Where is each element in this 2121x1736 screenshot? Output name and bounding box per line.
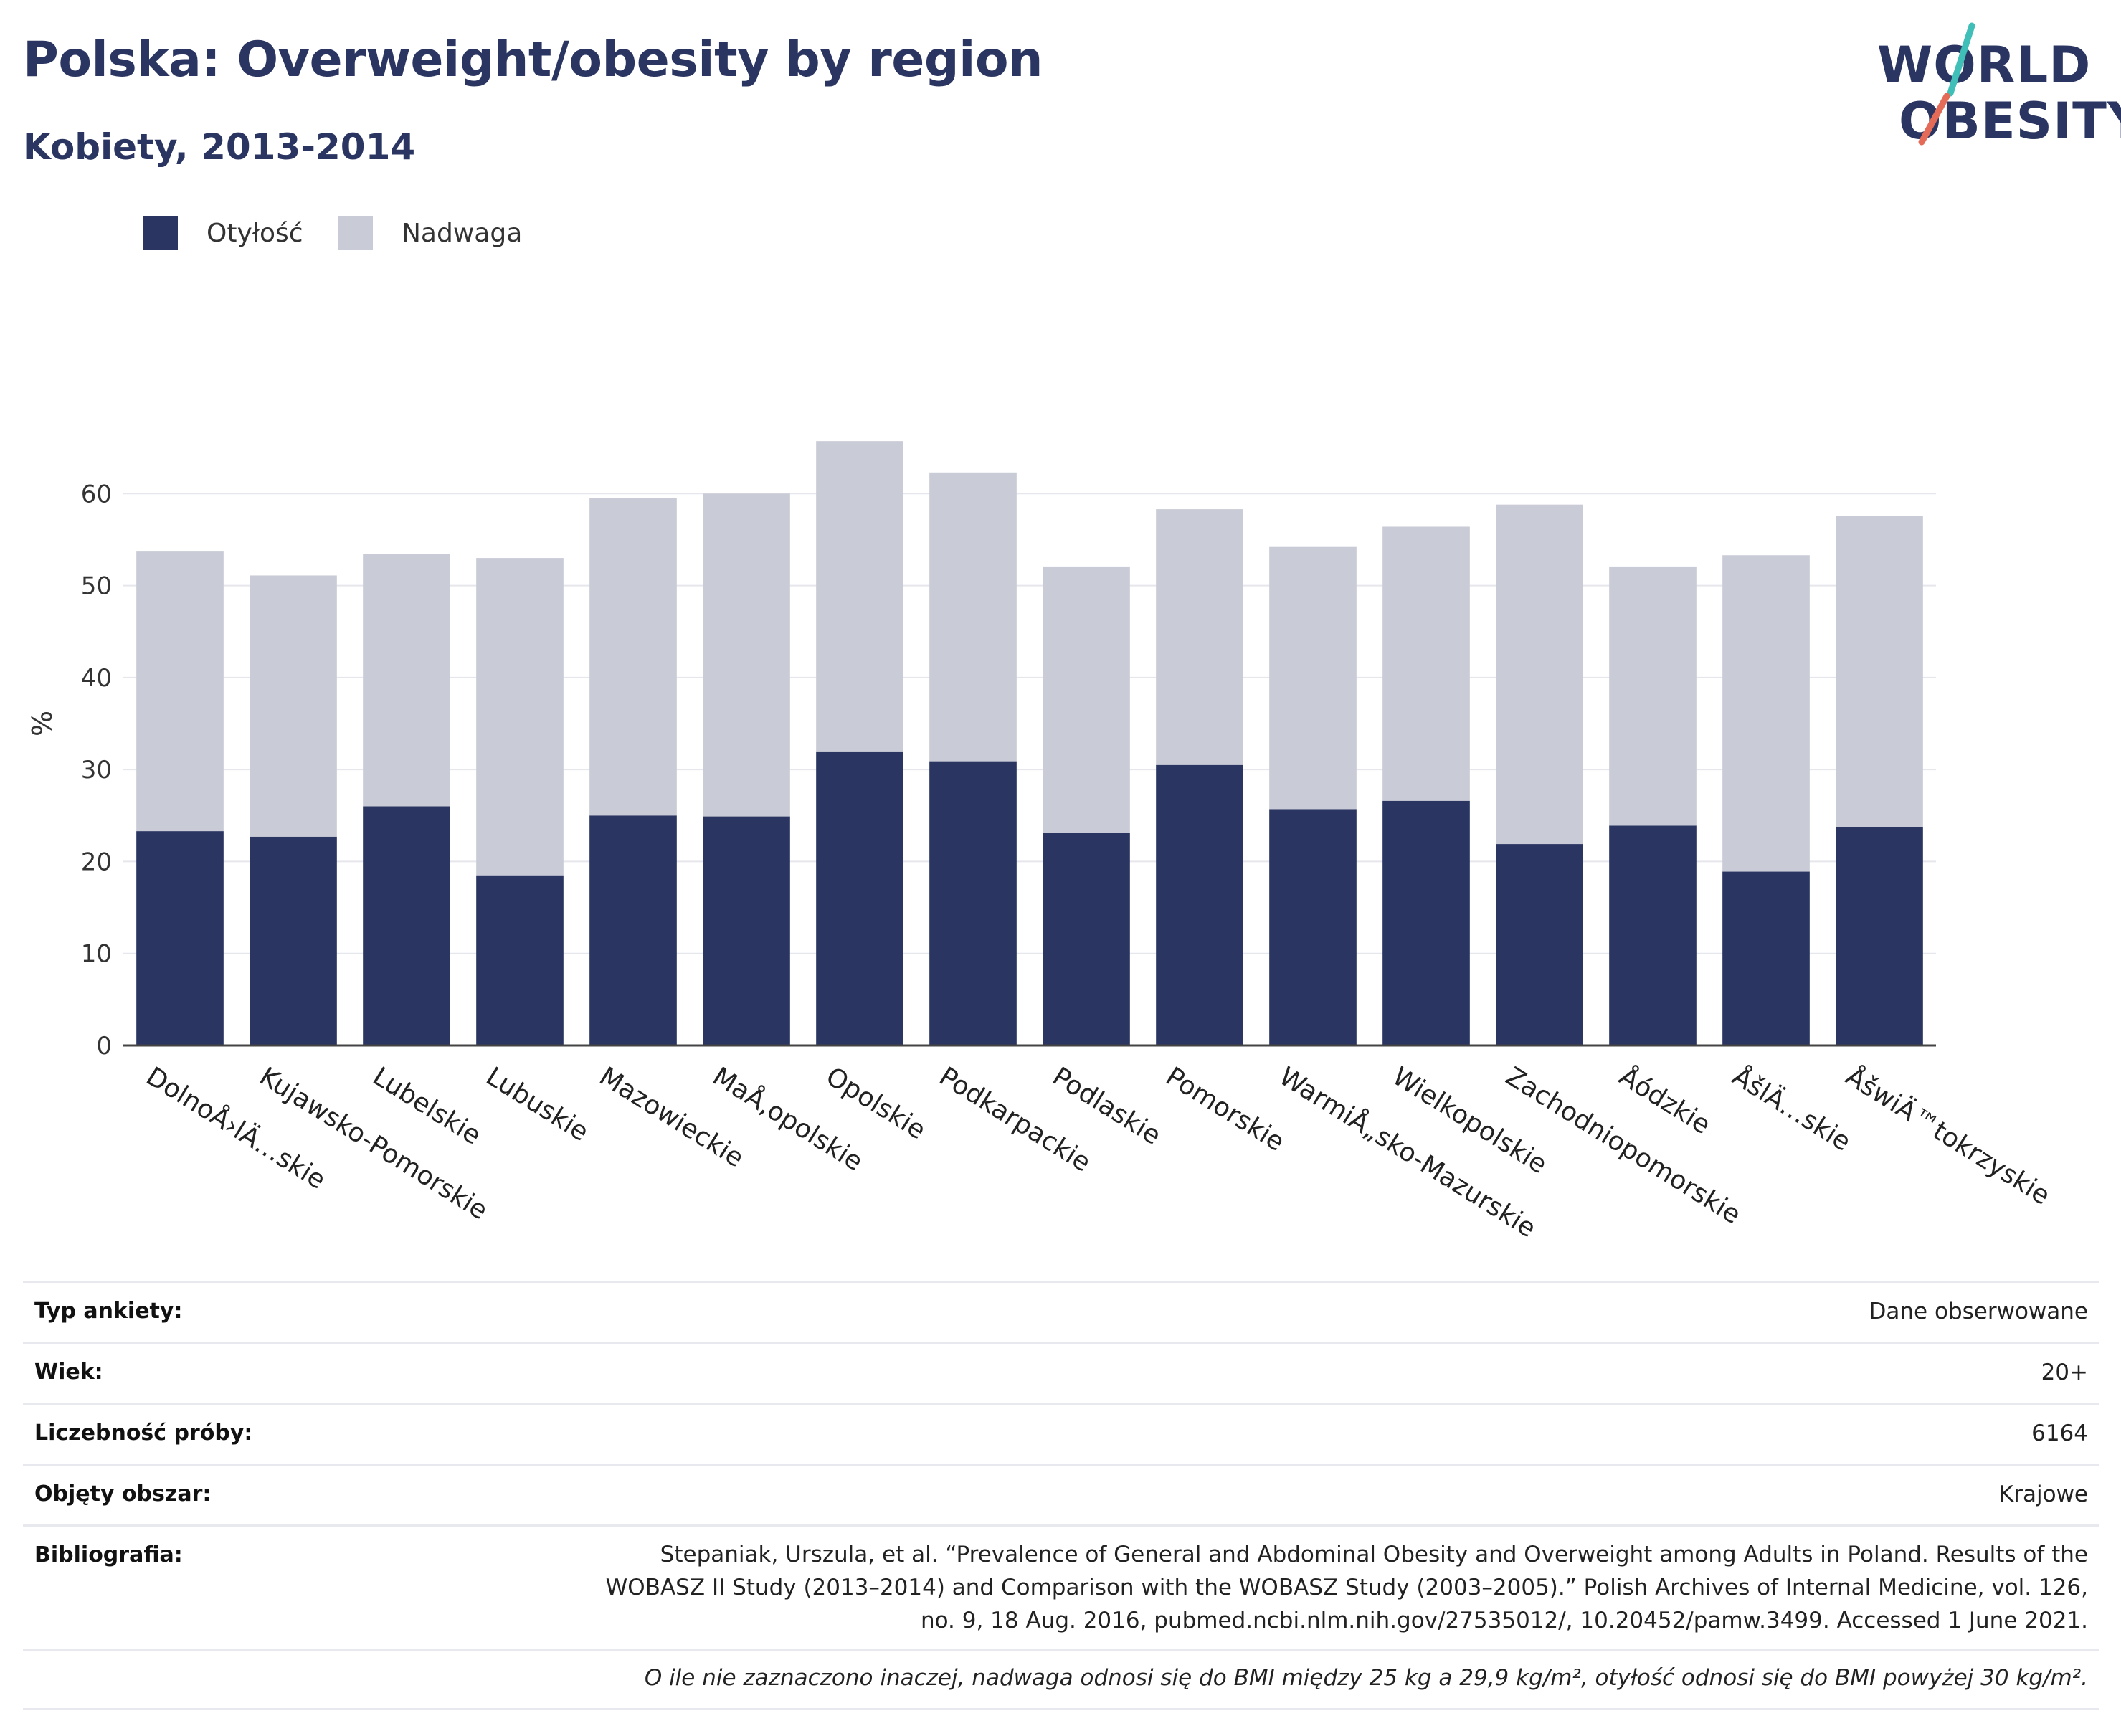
bar-segment-overweight[interactable] xyxy=(136,551,224,832)
x-tick-label: ÅšlÄ…skie xyxy=(1727,1061,1856,1157)
x-tick-label: DolnoÅ›lÄ…skie xyxy=(141,1061,331,1195)
bar-segment-obesity[interactable] xyxy=(250,836,337,1045)
bibliography-text: Stepaniak, Urszula, et al. “Prevalence o… xyxy=(439,1538,2088,1637)
detail-label: Typ ankiety: xyxy=(34,1299,183,1324)
bar-segment-overweight[interactable] xyxy=(1722,555,1810,872)
legend-item-obesity[interactable]: Otyłość xyxy=(143,215,303,251)
x-tick-label: Lubuskie xyxy=(481,1062,594,1147)
legend-label-obesity: Otyłość xyxy=(207,218,303,248)
chart-bars xyxy=(136,441,1923,1045)
bar-segment-overweight[interactable] xyxy=(1836,516,1923,827)
stacked-bar-chart: 0 10 20 30 40 50 60% DolnoÅ›lÄ…skieKujawsko-Po… xyxy=(27,441,2056,1243)
bar-segment-overweight[interactable] xyxy=(589,498,677,816)
definition-footnote: O ile nie zaznaczono inaczej, nadwaga od… xyxy=(644,1665,2088,1691)
y-tick-label: 20 xyxy=(81,848,112,876)
world-obesity-logo: WORLD OBESITY xyxy=(1864,22,2121,151)
bar-segment-overweight[interactable] xyxy=(476,558,564,876)
legend-label-overweight: Nadwaga xyxy=(402,218,523,248)
legend-swatch-overweight xyxy=(338,216,373,250)
y-axis: 0 10 20 30 40 50 60% xyxy=(27,480,112,1061)
detail-row-footnote: O ile nie zaznaczono inaczej, nadwaga od… xyxy=(23,1649,2099,1710)
bar-segment-obesity[interactable] xyxy=(816,751,903,1045)
bibliography-line: WOBASZ II Study (2013–2014) and Comparis… xyxy=(605,1575,2088,1600)
detail-value: 6164 xyxy=(2031,1420,2088,1446)
x-axis: DolnoÅ›lÄ…skieKujawsko-PomorskieLubelski… xyxy=(123,1044,2056,1243)
logo-line-1: WORLD xyxy=(1877,36,2092,95)
detail-row-bibliography: Bibliografia: Stepaniak, Urszula, et al.… xyxy=(23,1524,2099,1649)
legend-swatch-obesity xyxy=(143,216,178,250)
bar-segment-overweight[interactable] xyxy=(929,472,1017,762)
bar-segment-obesity[interactable] xyxy=(1382,800,1470,1045)
detail-value: 20+ xyxy=(2041,1360,2088,1385)
detail-label: Bibliografia: xyxy=(34,1542,183,1567)
y-tick-label: 60 xyxy=(81,480,112,508)
bar-segment-obesity[interactable] xyxy=(1269,809,1357,1045)
bar-segment-overweight[interactable] xyxy=(1496,504,1583,845)
detail-value: Krajowe xyxy=(1998,1481,2088,1507)
bar-segment-obesity[interactable] xyxy=(703,816,790,1045)
x-tick-label: Pomorskie xyxy=(1161,1062,1290,1157)
detail-value: Dane obserwowane xyxy=(1869,1299,2088,1324)
bar-segment-obesity[interactable] xyxy=(1043,833,1130,1045)
detail-label: Wiek: xyxy=(34,1360,103,1385)
logo-slash-icon xyxy=(1918,22,1975,146)
legend-item-overweight[interactable]: Nadwaga xyxy=(338,215,522,251)
detail-row-survey-type: Typ ankiety: Dane obserwowane xyxy=(23,1281,2099,1342)
bar-segment-overweight[interactable] xyxy=(1043,566,1130,833)
bar-segment-obesity[interactable] xyxy=(1609,825,1697,1045)
bibliography-line: Stepaniak, Urszula, et al. “Prevalence o… xyxy=(660,1542,2088,1567)
page-subtitle: Kobiety, 2013-2014 xyxy=(23,126,416,168)
y-tick-label: 40 xyxy=(81,664,112,693)
detail-label: Liczebność próby: xyxy=(34,1420,253,1446)
bar-segment-overweight[interactable] xyxy=(1156,509,1243,765)
survey-details-table: Typ ankiety: Dane obserwowane Wiek: 20+ … xyxy=(23,1281,2099,1710)
bar-segment-overweight[interactable] xyxy=(1609,566,1697,826)
bar-segment-overweight[interactable] xyxy=(1269,546,1357,810)
y-tick-label: 50 xyxy=(81,572,112,601)
detail-row-age: Wiek: 20+ xyxy=(23,1342,2099,1403)
bar-segment-obesity[interactable] xyxy=(1836,827,1923,1045)
bar-segment-overweight[interactable] xyxy=(703,493,790,817)
x-tick-label: ÅšwiÄ™tokrzyskie xyxy=(1841,1061,2056,1211)
bar-segment-obesity[interactable] xyxy=(1496,844,1583,1045)
page-title: Polska: Overweight/obesity by region xyxy=(23,32,1043,88)
detail-label: Objęty obszar: xyxy=(34,1481,212,1507)
bar-segment-obesity[interactable] xyxy=(476,875,564,1045)
detail-row-coverage: Objęty obszar: Krajowe xyxy=(23,1464,2099,1524)
bar-segment-obesity[interactable] xyxy=(1156,764,1243,1045)
x-tick-label: Åódzkie xyxy=(1614,1061,1717,1140)
bar-segment-obesity[interactable] xyxy=(589,815,677,1045)
bibliography-line: no. 9, 18 Aug. 2016, pubmed.ncbi.nlm.nih… xyxy=(920,1608,2088,1633)
y-tick-label: 0 xyxy=(96,1032,112,1061)
bar-segment-overweight[interactable] xyxy=(363,554,450,807)
bar-segment-overweight[interactable] xyxy=(250,575,337,837)
y-axis-label: % xyxy=(27,711,58,736)
y-tick-label: 30 xyxy=(81,756,112,784)
detail-row-sample-size: Liczebność próby: 6164 xyxy=(23,1403,2099,1464)
bar-segment-obesity[interactable] xyxy=(1722,871,1810,1045)
bar-segment-overweight[interactable] xyxy=(816,441,903,752)
bar-segment-overweight[interactable] xyxy=(1382,526,1470,801)
bar-segment-obesity[interactable] xyxy=(363,806,450,1045)
bar-segment-obesity[interactable] xyxy=(136,831,224,1045)
bar-segment-obesity[interactable] xyxy=(929,761,1017,1045)
y-tick-label: 10 xyxy=(81,940,112,969)
